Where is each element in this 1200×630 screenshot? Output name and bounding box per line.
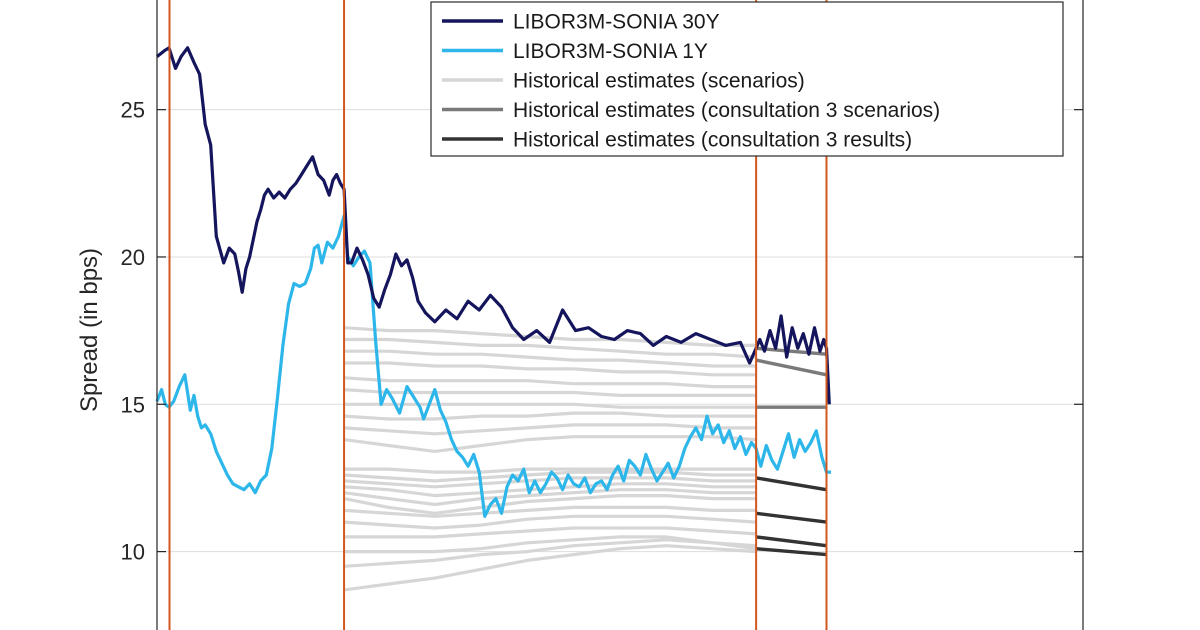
scenario-path-15 <box>343 494 757 515</box>
scenario-path-2 <box>344 349 757 368</box>
scenario-path-20 <box>343 538 757 568</box>
y-tick-label-2: 20 <box>121 245 145 270</box>
y-axis-label: Spread (in bps) <box>76 248 103 412</box>
consultation-result-path-1 <box>755 511 827 524</box>
scenario-path-13 <box>343 482 757 498</box>
scenario-path-12 <box>343 476 757 489</box>
scenario-path-3 <box>344 361 757 377</box>
legend-label-1: LIBOR3M-SONIA 1Y <box>513 40 708 63</box>
legend: LIBOR3M-SONIA 30Y LIBOR3M-SONIA 1Y Histori… <box>430 1 1064 157</box>
y-tick-label-3: 25 <box>121 98 145 123</box>
legend-label-0: LIBOR3M-SONIA 30Y <box>513 11 720 34</box>
scenario-path-4 <box>343 376 757 389</box>
scenario-path-1 <box>344 337 757 359</box>
scenario-path-18 <box>344 526 757 539</box>
scenario-path-7 <box>343 411 757 421</box>
scenario-path-10 <box>344 467 757 474</box>
consultation-layer <box>755 346 827 557</box>
legend-label-3: Historical estimates (consultation 3 sce… <box>513 99 940 122</box>
libor-series-layer <box>155 46 832 518</box>
historical-scenarios-layer <box>343 326 757 592</box>
consultation-result-path-0 <box>755 476 827 492</box>
consultation-scenario-path-0 <box>755 346 827 356</box>
scenario-path-9 <box>343 435 757 453</box>
consultation-scenario-path-1 <box>755 358 827 377</box>
scenario-path-21 <box>343 544 757 592</box>
scenario-path-16 <box>343 505 757 518</box>
y-tick-label-0: 10 <box>121 540 145 565</box>
scenario-path-14 <box>343 488 757 507</box>
y-tick-label-1: 15 <box>121 392 145 417</box>
consultation-result-path-2 <box>755 535 827 548</box>
scenario-path-6 <box>344 402 757 409</box>
scenario-path-17 <box>343 514 757 530</box>
scenario-path-8 <box>343 423 757 436</box>
legend-label-4: Historical estimates (consultation 3 res… <box>513 129 912 152</box>
legend-box <box>430 1 1064 157</box>
axes: 10 15 20 25 <box>121 0 1084 630</box>
consultation-result-path-3 <box>755 547 827 557</box>
series-libor-1y-line <box>155 214 832 518</box>
series-libor-30y-line <box>156 46 831 405</box>
legend-label-2: Historical estimates (scenarios) <box>513 70 805 93</box>
